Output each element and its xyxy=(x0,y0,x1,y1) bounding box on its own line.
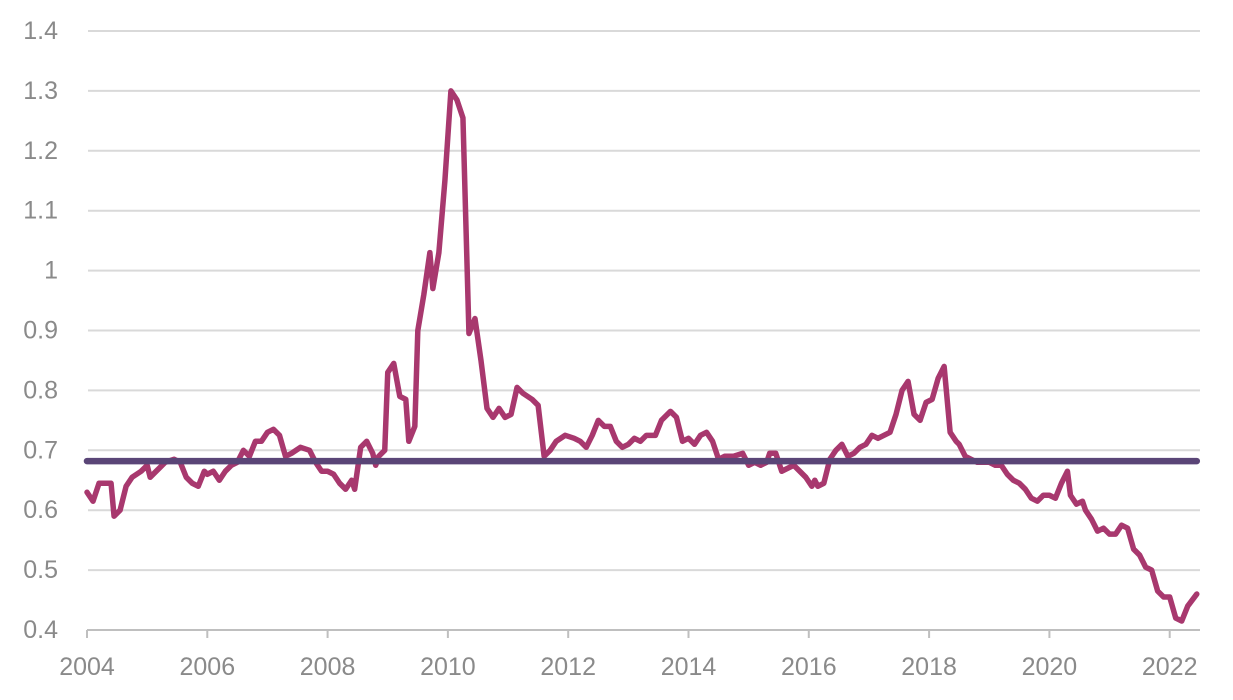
x-axis-tick-labels: 2004 2006 2008 2010 2012 2014 2016 2018 2020 2022 xyxy=(59,653,1197,681)
y-tick-label: 0.8 xyxy=(23,376,58,404)
y-tick-label: 1.4 xyxy=(23,17,58,45)
x-axis xyxy=(86,629,1200,638)
y-tick-label: 0.9 xyxy=(23,317,58,345)
y-tick-label: 0.6 xyxy=(23,496,58,524)
y-tick-label: 1 xyxy=(44,257,58,285)
x-tick-label: 2022 xyxy=(1142,653,1198,681)
x-tick-label: 2016 xyxy=(781,653,837,681)
x-tick-label: 2012 xyxy=(540,653,596,681)
x-tick-label: 2018 xyxy=(901,653,957,681)
y-tick-label: 0.7 xyxy=(23,436,58,464)
x-tick-label: 2008 xyxy=(300,653,356,681)
y-tick-label: 0.5 xyxy=(23,556,58,584)
x-tick-label: 2004 xyxy=(59,653,115,681)
y-tick-label: 0.4 xyxy=(23,616,58,644)
x-tick-label: 2020 xyxy=(1022,653,1078,681)
y-tick-label: 1.1 xyxy=(23,197,58,225)
x-tick-label: 2010 xyxy=(420,653,476,681)
x-tick-label: 2006 xyxy=(179,653,235,681)
series-line-primary xyxy=(84,88,1200,624)
gridlines xyxy=(88,30,1200,572)
y-axis-tick-labels: 0.4 0.5 0.6 0.7 0.8 0.9 1 1.1 1.2 1.3 1.4 xyxy=(23,17,58,644)
x-tick-label: 2014 xyxy=(661,653,717,681)
series-lines xyxy=(83,88,1201,624)
y-tick-label: 1.2 xyxy=(23,137,58,165)
y-tick-label: 1.3 xyxy=(23,77,58,105)
